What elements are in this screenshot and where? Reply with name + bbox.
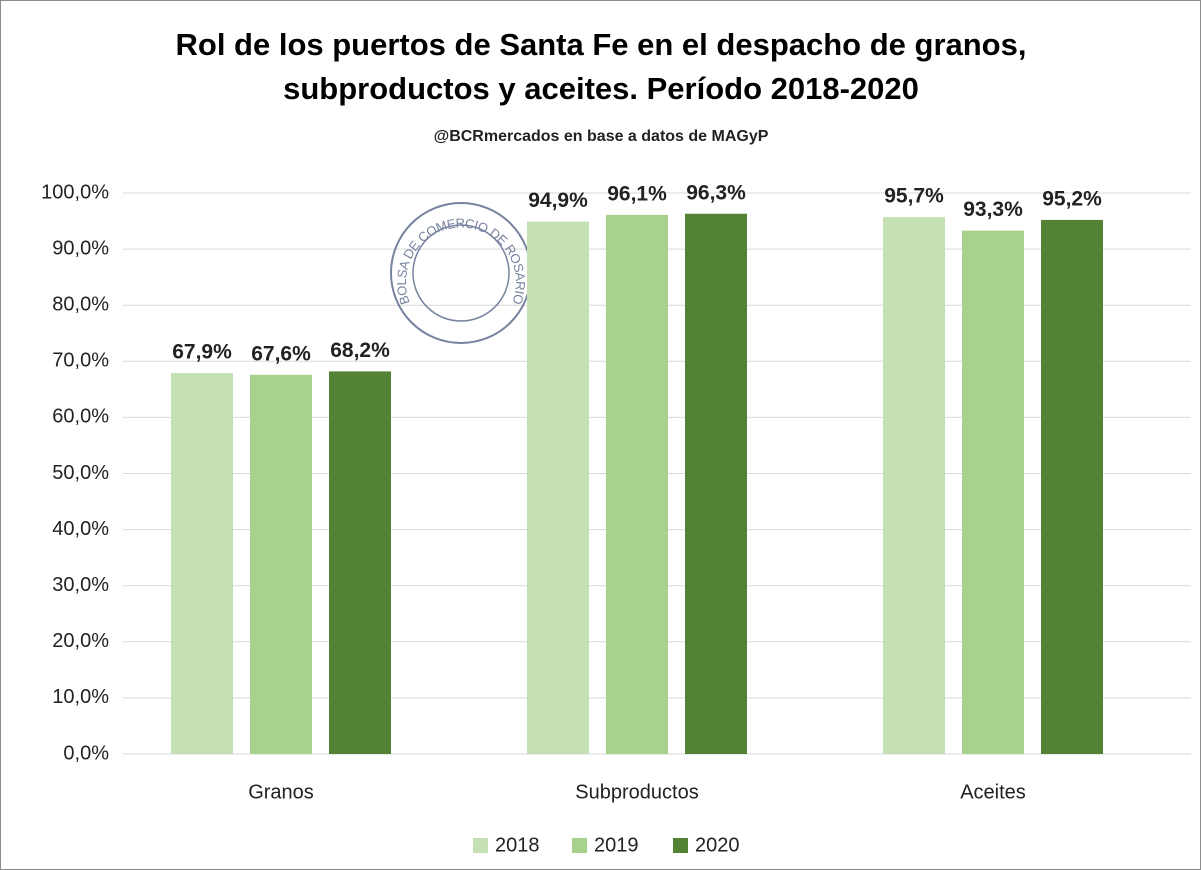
bar (527, 221, 589, 755)
y-tick-label: 40,0% (52, 518, 109, 540)
y-tick-label: 60,0% (52, 406, 109, 428)
data-label: 67,9% (172, 341, 232, 364)
data-label: 96,1% (607, 182, 667, 205)
data-label: 96,3% (686, 181, 746, 204)
y-tick-label: 100,0% (41, 181, 109, 203)
data-label: 93,3% (963, 198, 1023, 221)
y-tick-label: 90,0% (52, 237, 109, 259)
y-tick-label: 20,0% (52, 630, 109, 652)
legend-label: 2018 (495, 834, 540, 856)
y-tick-label: 30,0% (52, 574, 109, 596)
y-tick-label: 50,0% (52, 462, 109, 484)
bar (685, 213, 747, 754)
chart-title: Rol de los puertos de Santa Fe en el des… (175, 27, 1027, 106)
data-label: 95,2% (1042, 187, 1102, 210)
watermark-inner (412, 224, 510, 322)
bar (962, 230, 1024, 754)
bar (329, 371, 391, 754)
legend-swatch (473, 838, 488, 853)
legend-label: 2020 (695, 834, 740, 856)
legend-swatch (673, 838, 688, 853)
data-label: 68,2% (330, 339, 390, 362)
y-tick-label: 10,0% (52, 686, 109, 708)
x-tick-label: Granos (248, 781, 314, 803)
y-tick-label: 0,0% (63, 742, 109, 764)
bar (883, 217, 945, 755)
legend-label: 2019 (594, 834, 639, 856)
watermark: BOLSA DE COMERCIO DE ROSARIO (390, 202, 532, 344)
x-tick-label: Aceites (960, 781, 1026, 803)
x-tick-label: Subproductos (575, 781, 698, 803)
chart-subtitle: @BCRmercados en base a datos de MAGyP (434, 128, 769, 145)
data-label: 67,6% (251, 342, 311, 365)
bar (250, 374, 312, 754)
bar (606, 214, 668, 754)
bar (171, 373, 233, 754)
data-label: 95,7% (884, 185, 944, 208)
y-tick-label: 70,0% (52, 350, 109, 372)
y-tick-label: 80,0% (52, 293, 109, 315)
data-label: 94,9% (528, 189, 588, 212)
legend-swatch (572, 838, 587, 853)
bar (1041, 219, 1103, 755)
